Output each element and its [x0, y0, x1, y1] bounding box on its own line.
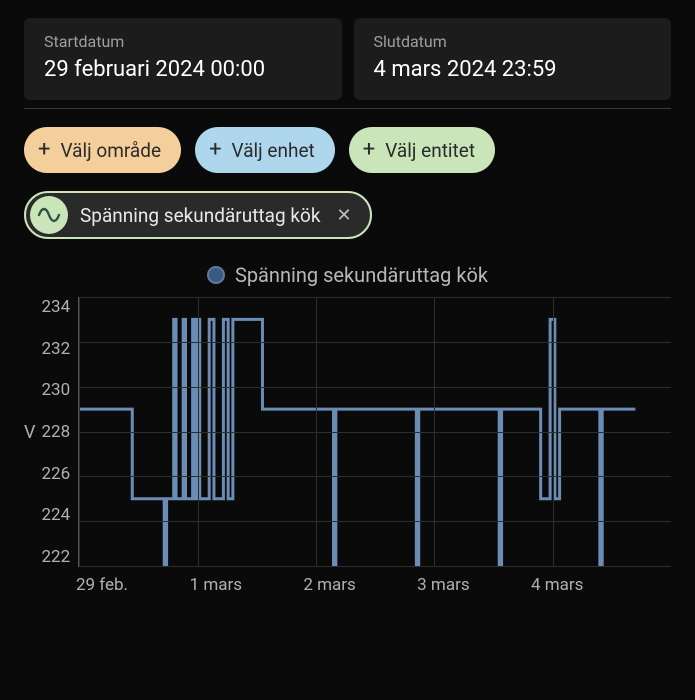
plus-icon: +: [363, 139, 375, 161]
x-tick: 2 mars: [303, 575, 355, 595]
y-tick: 232: [41, 339, 70, 359]
start-date-card[interactable]: Startdatum 29 februari 2024 00:00: [24, 18, 342, 100]
gridline-v: [553, 297, 554, 566]
gridline-h: [79, 387, 671, 388]
close-icon[interactable]: ✕: [332, 203, 355, 228]
gridline-v: [434, 297, 435, 566]
y-tick: 226: [41, 464, 70, 484]
gridline-h: [79, 432, 671, 433]
gridline-h: [79, 566, 671, 567]
end-date-value: 4 mars 2024 23:59: [374, 57, 652, 82]
gridline-h: [79, 342, 671, 343]
filter-chip-row: + Välj område + Välj enhet + Välj entite…: [24, 127, 671, 173]
plus-icon: +: [38, 139, 50, 161]
y-tick: 234: [41, 297, 70, 317]
chip-label: Välj enhet: [232, 139, 315, 162]
legend-label: Spänning sekundäruttag kök: [235, 263, 488, 287]
end-date-label: Slutdatum: [374, 32, 652, 51]
y-tick: 228: [41, 422, 70, 442]
voltage-chart: V 234 232 230 228 226 224 222: [24, 297, 671, 567]
sine-wave-icon: [30, 196, 68, 234]
y-tick: 230: [41, 380, 70, 400]
selected-entity-label: Spänning sekundäruttag kök: [80, 204, 320, 227]
chip-label: Välj entitet: [385, 139, 475, 162]
divider: [24, 108, 671, 109]
gridline-v: [198, 297, 199, 566]
plus-icon: +: [209, 139, 221, 161]
plot-area[interactable]: [78, 297, 671, 567]
end-date-card[interactable]: Slutdatum 4 mars 2024 23:59: [354, 18, 672, 100]
gridline-h: [79, 521, 671, 522]
y-tick: 222: [41, 547, 70, 567]
y-axis-unit: V: [24, 297, 41, 567]
chart-legend[interactable]: Spänning sekundäruttag kök: [24, 263, 671, 287]
chip-label: Välj område: [60, 139, 161, 162]
gridline-v: [316, 297, 317, 566]
x-tick: 29 feb.: [76, 575, 128, 595]
y-axis-ticks: 234 232 230 228 226 224 222: [41, 297, 78, 567]
legend-marker-icon: [207, 266, 225, 284]
gridline-h: [79, 476, 671, 477]
start-date-value: 29 februari 2024 00:00: [44, 57, 322, 82]
start-date-label: Startdatum: [44, 32, 322, 51]
select-entity-chip[interactable]: + Välj entitet: [349, 127, 495, 173]
x-tick: 4 mars: [531, 575, 583, 595]
x-tick: 1 mars: [190, 575, 242, 595]
select-area-chip[interactable]: + Välj område: [24, 127, 181, 173]
gridline-h: [79, 297, 671, 298]
y-tick: 224: [41, 505, 70, 525]
x-axis-ticks: 29 feb.1 mars2 mars3 mars4 mars: [102, 575, 671, 597]
x-tick: 3 mars: [417, 575, 469, 595]
gridline-v: [79, 297, 80, 566]
selected-entity-chip[interactable]: Spänning sekundäruttag kök ✕: [24, 191, 372, 239]
select-device-chip[interactable]: + Välj enhet: [195, 127, 335, 173]
